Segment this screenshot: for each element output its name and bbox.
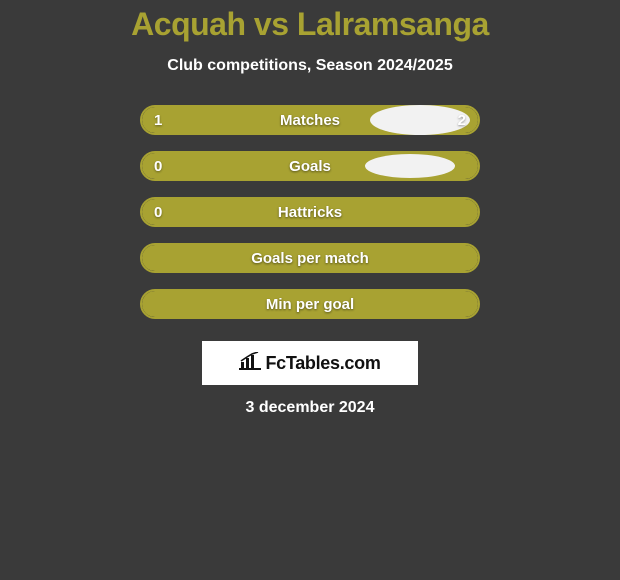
stat-rows: 1 2 Matches 0 Goals 0 Hattricks Goals per match… <box>140 105 480 335</box>
stat-bar: 0 Hattricks <box>140 197 480 227</box>
date-text: 3 december 2024 <box>246 399 375 417</box>
stat-label: Goals <box>289 158 331 175</box>
player-right-marker <box>365 154 455 178</box>
chart-icon <box>239 352 261 375</box>
stat-row: 0 Hattricks <box>140 197 480 227</box>
subtitle: Club competitions, Season 2024/2025 <box>167 57 452 75</box>
stat-label: Hattricks <box>278 204 342 221</box>
logo-badge: FcTables.com <box>202 341 418 385</box>
stat-value-left: 0 <box>154 204 162 221</box>
stat-row: Goals per match <box>140 243 480 273</box>
player-right-marker <box>370 105 470 135</box>
stat-row: 1 2 Matches <box>140 105 480 135</box>
stat-label: Min per goal <box>266 296 354 313</box>
page-title: Acquah vs Lalramsanga <box>131 6 489 43</box>
stat-label: Goals per match <box>251 250 369 267</box>
stat-bar: Goals per match <box>140 243 480 273</box>
stat-value-left: 0 <box>154 158 162 175</box>
stat-bar: Min per goal <box>140 289 480 319</box>
comparison-infographic: Acquah vs Lalramsanga Club competitions,… <box>0 0 620 417</box>
stat-label: Matches <box>280 112 340 129</box>
stat-value-left: 1 <box>154 112 162 129</box>
logo-text: FcTables.com <box>265 353 380 374</box>
stat-value-right: 2 <box>458 112 466 129</box>
stat-row: 0 Goals <box>140 151 480 181</box>
stat-row: Min per goal <box>140 289 480 319</box>
